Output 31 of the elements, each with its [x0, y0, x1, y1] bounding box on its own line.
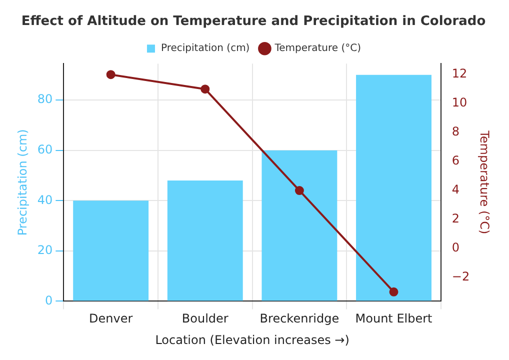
y-tick-label: 20 — [37, 243, 53, 258]
point — [106, 70, 116, 80]
x-tick-label: Mount Elbert — [355, 312, 433, 326]
legend-label: Precipitation (cm) — [160, 43, 250, 54]
y2-tick-label: 2 — [452, 212, 460, 226]
x-axis-title: Location (Elevation increases →) — [155, 332, 350, 347]
y2-axis-title: Temperature (°C) — [478, 130, 492, 234]
bar — [167, 180, 243, 301]
chart-title: Effect of Altitude on Temperature and Precipitation in Colorado — [21, 14, 486, 30]
point — [294, 186, 304, 196]
y2-tick-label: 8 — [452, 124, 460, 139]
y2-tick-label: 6 — [452, 154, 460, 168]
x-tick-label: Breckenridge — [260, 312, 340, 326]
y-tick-label: 0 — [45, 293, 53, 308]
y-tick-label: 80 — [37, 92, 53, 106]
bar — [356, 74, 432, 301]
x-tick-label: Denver — [88, 312, 133, 326]
y-tick-label: 60 — [37, 142, 53, 156]
bar — [262, 150, 338, 301]
y2-tick-label: 12 — [452, 66, 468, 81]
point — [389, 287, 398, 296]
y2-tick-label: 4 — [452, 182, 460, 197]
legend-label: Temperature (°C) — [274, 43, 362, 54]
y2-tick-label: −2 — [452, 270, 470, 284]
y2-tick-label: 0 — [452, 240, 460, 255]
x-tick-label: Boulder — [182, 312, 228, 326]
point — [200, 84, 210, 94]
y-axis-title: Precipitation (cm) — [15, 129, 30, 236]
bar — [73, 200, 149, 301]
y-tick-label: 40 — [37, 192, 53, 207]
y2-tick-label: 10 — [452, 96, 468, 110]
